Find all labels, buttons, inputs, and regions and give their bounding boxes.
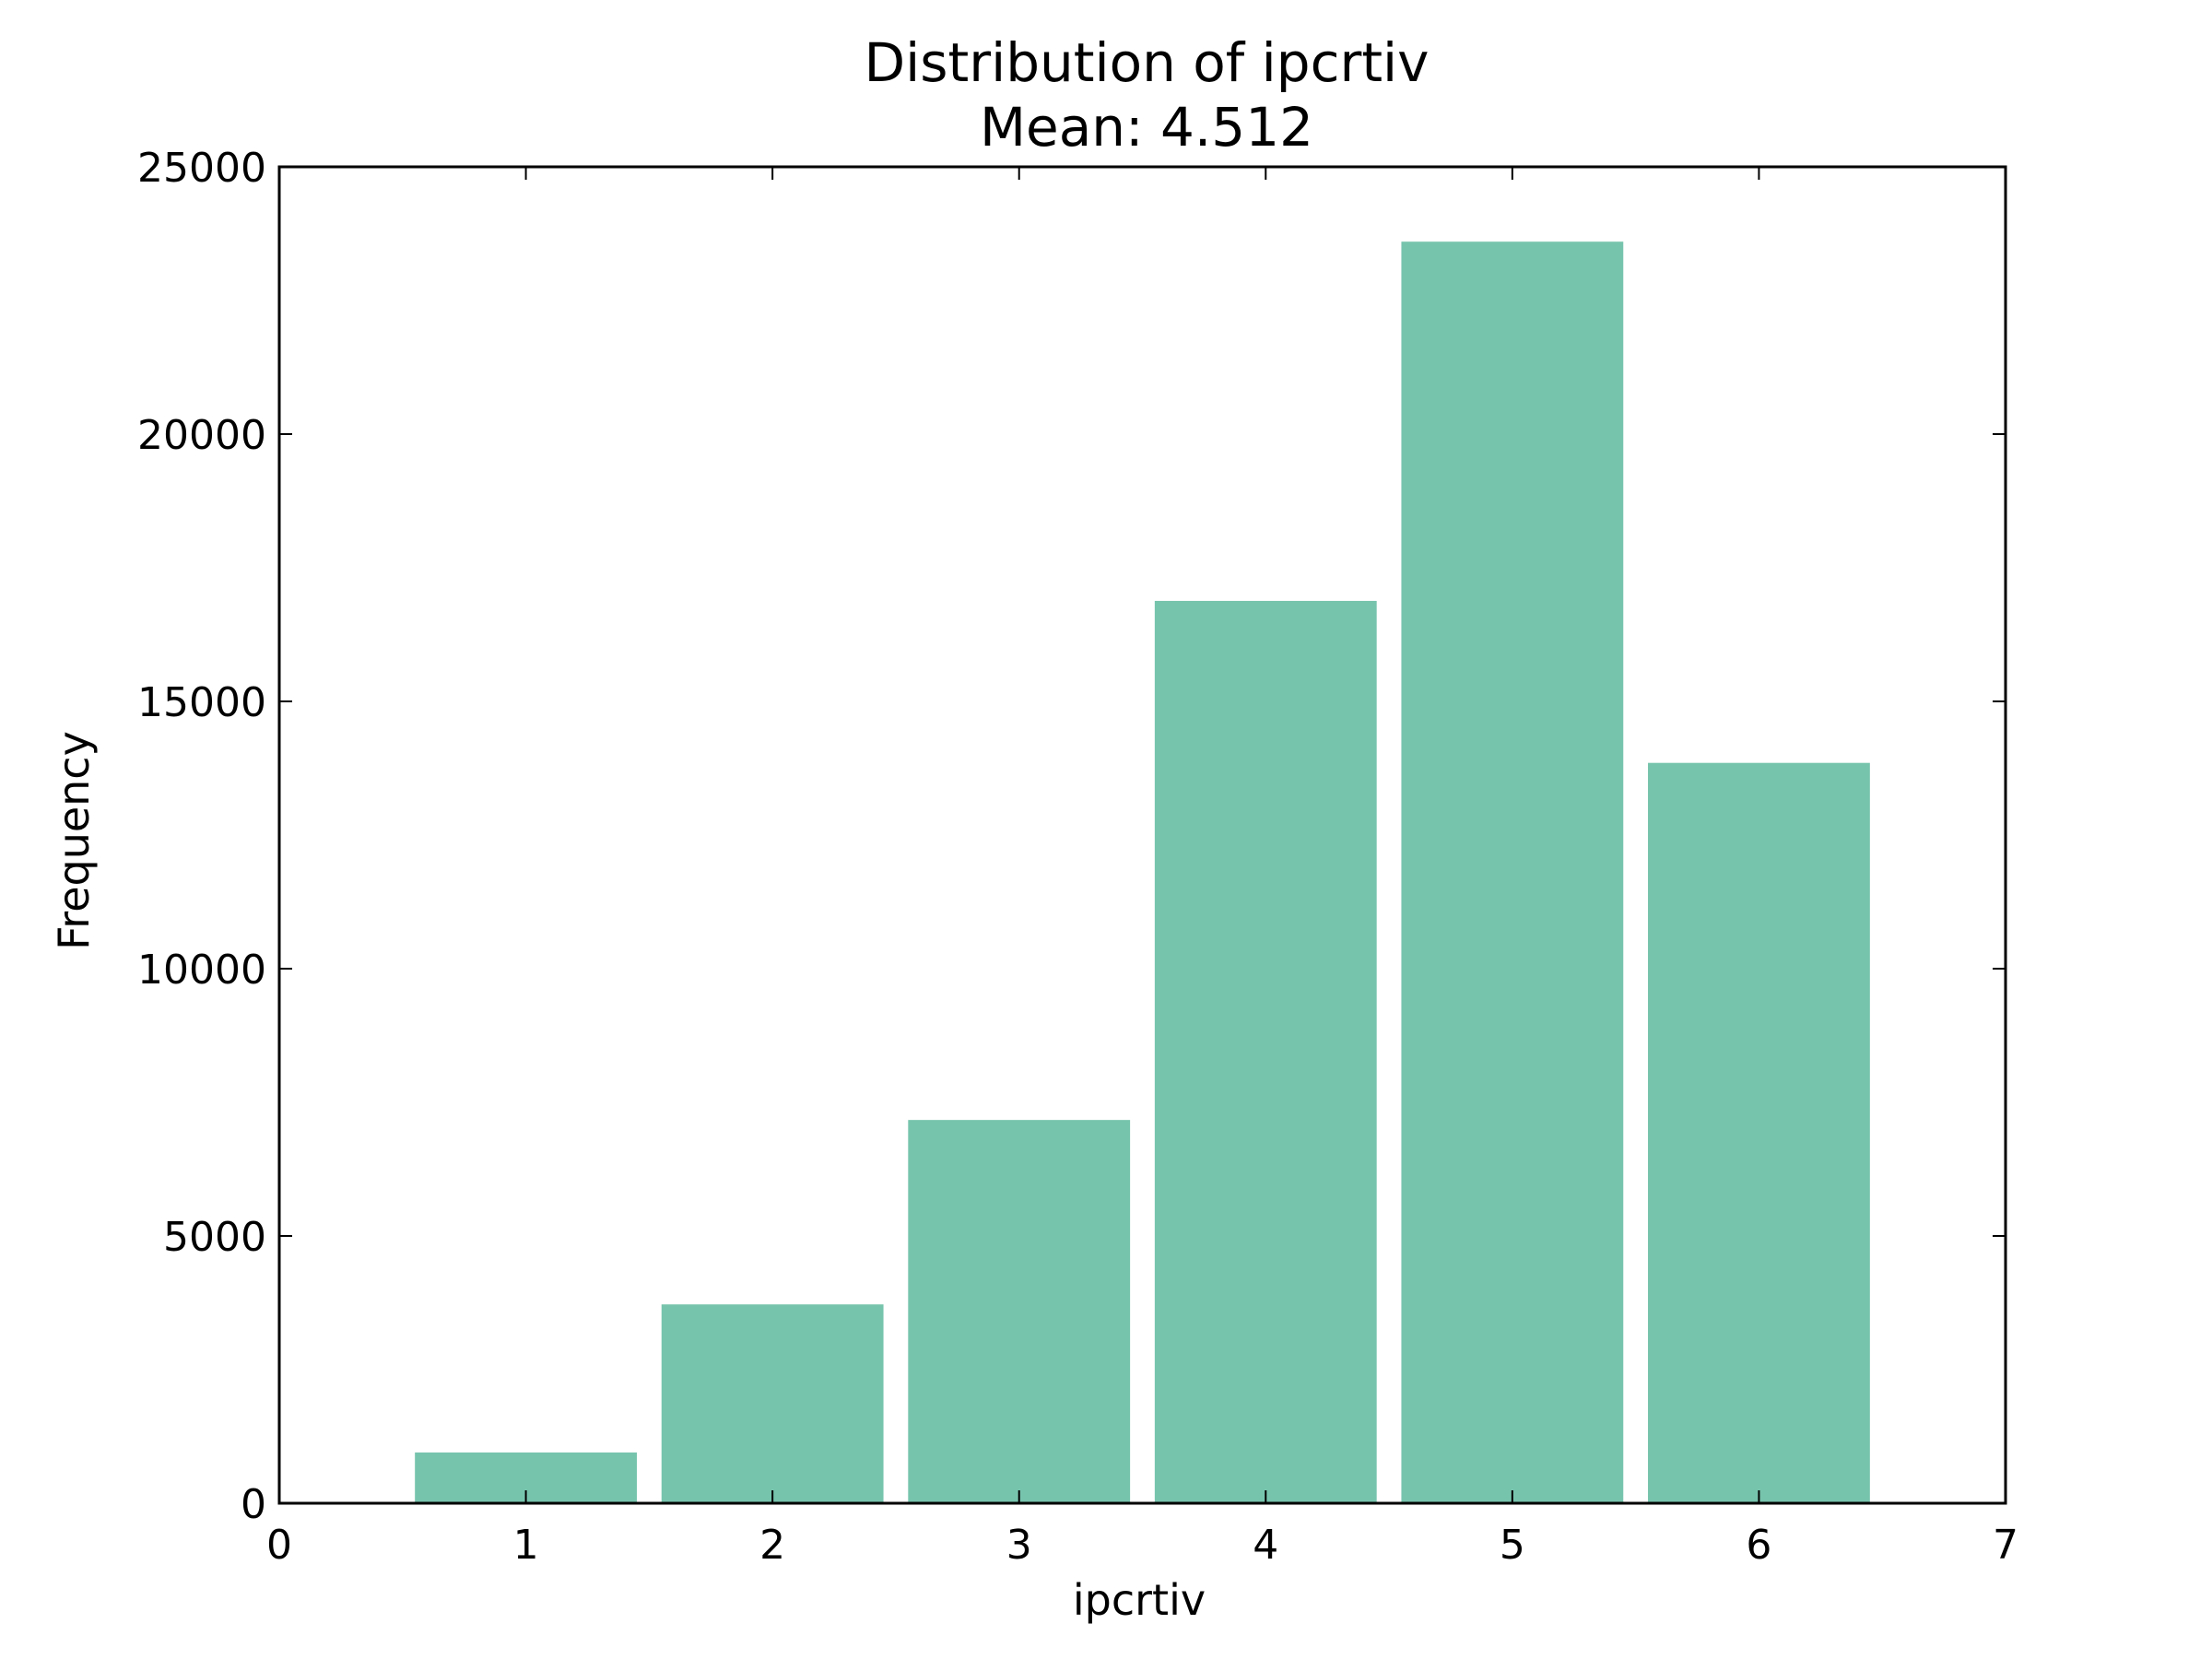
y-tick-label-25000: 25000 xyxy=(137,145,266,192)
x-tick-label-0: 0 xyxy=(266,1522,292,1569)
x-tick-label-7: 7 xyxy=(1993,1522,2018,1569)
x-tick-label-4: 4 xyxy=(1253,1522,1278,1569)
x-tick-label-1: 1 xyxy=(513,1522,539,1569)
plot-frame xyxy=(277,165,2007,1505)
x-tick-label-5: 5 xyxy=(1500,1522,1525,1569)
bars-group xyxy=(415,241,1870,1504)
x-tick-label-3: 3 xyxy=(1006,1522,1032,1569)
y-tick-label-15000: 15000 xyxy=(137,679,266,726)
chart-subtitle: Mean: 4.512 xyxy=(980,96,1313,159)
y-axis-label: Frequency xyxy=(49,731,99,950)
bar-3 xyxy=(908,1120,1131,1503)
x-axis-label: ipcrtiv xyxy=(1073,1575,1206,1625)
tick-labels-group: 0 1 2 3 4 5 6 7 0 5000 10000 15000 20000 25000 xyxy=(137,145,2018,1569)
y-tick-label-20000: 20000 xyxy=(137,412,266,459)
bar-4 xyxy=(1154,600,1377,1503)
y-tick-label-5000: 5000 xyxy=(163,1214,266,1261)
y-tick-label-0: 0 xyxy=(241,1481,266,1528)
y-tick-label-10000: 10000 xyxy=(137,947,266,994)
bar-6 xyxy=(1648,762,1870,1503)
x-tick-label-6: 6 xyxy=(1746,1522,1771,1569)
x-tick-label-2: 2 xyxy=(759,1522,785,1569)
chart-title: Distribution of ipcrtiv xyxy=(865,31,1430,94)
bar-5 xyxy=(1401,241,1624,1504)
bar-2 xyxy=(661,1304,884,1503)
